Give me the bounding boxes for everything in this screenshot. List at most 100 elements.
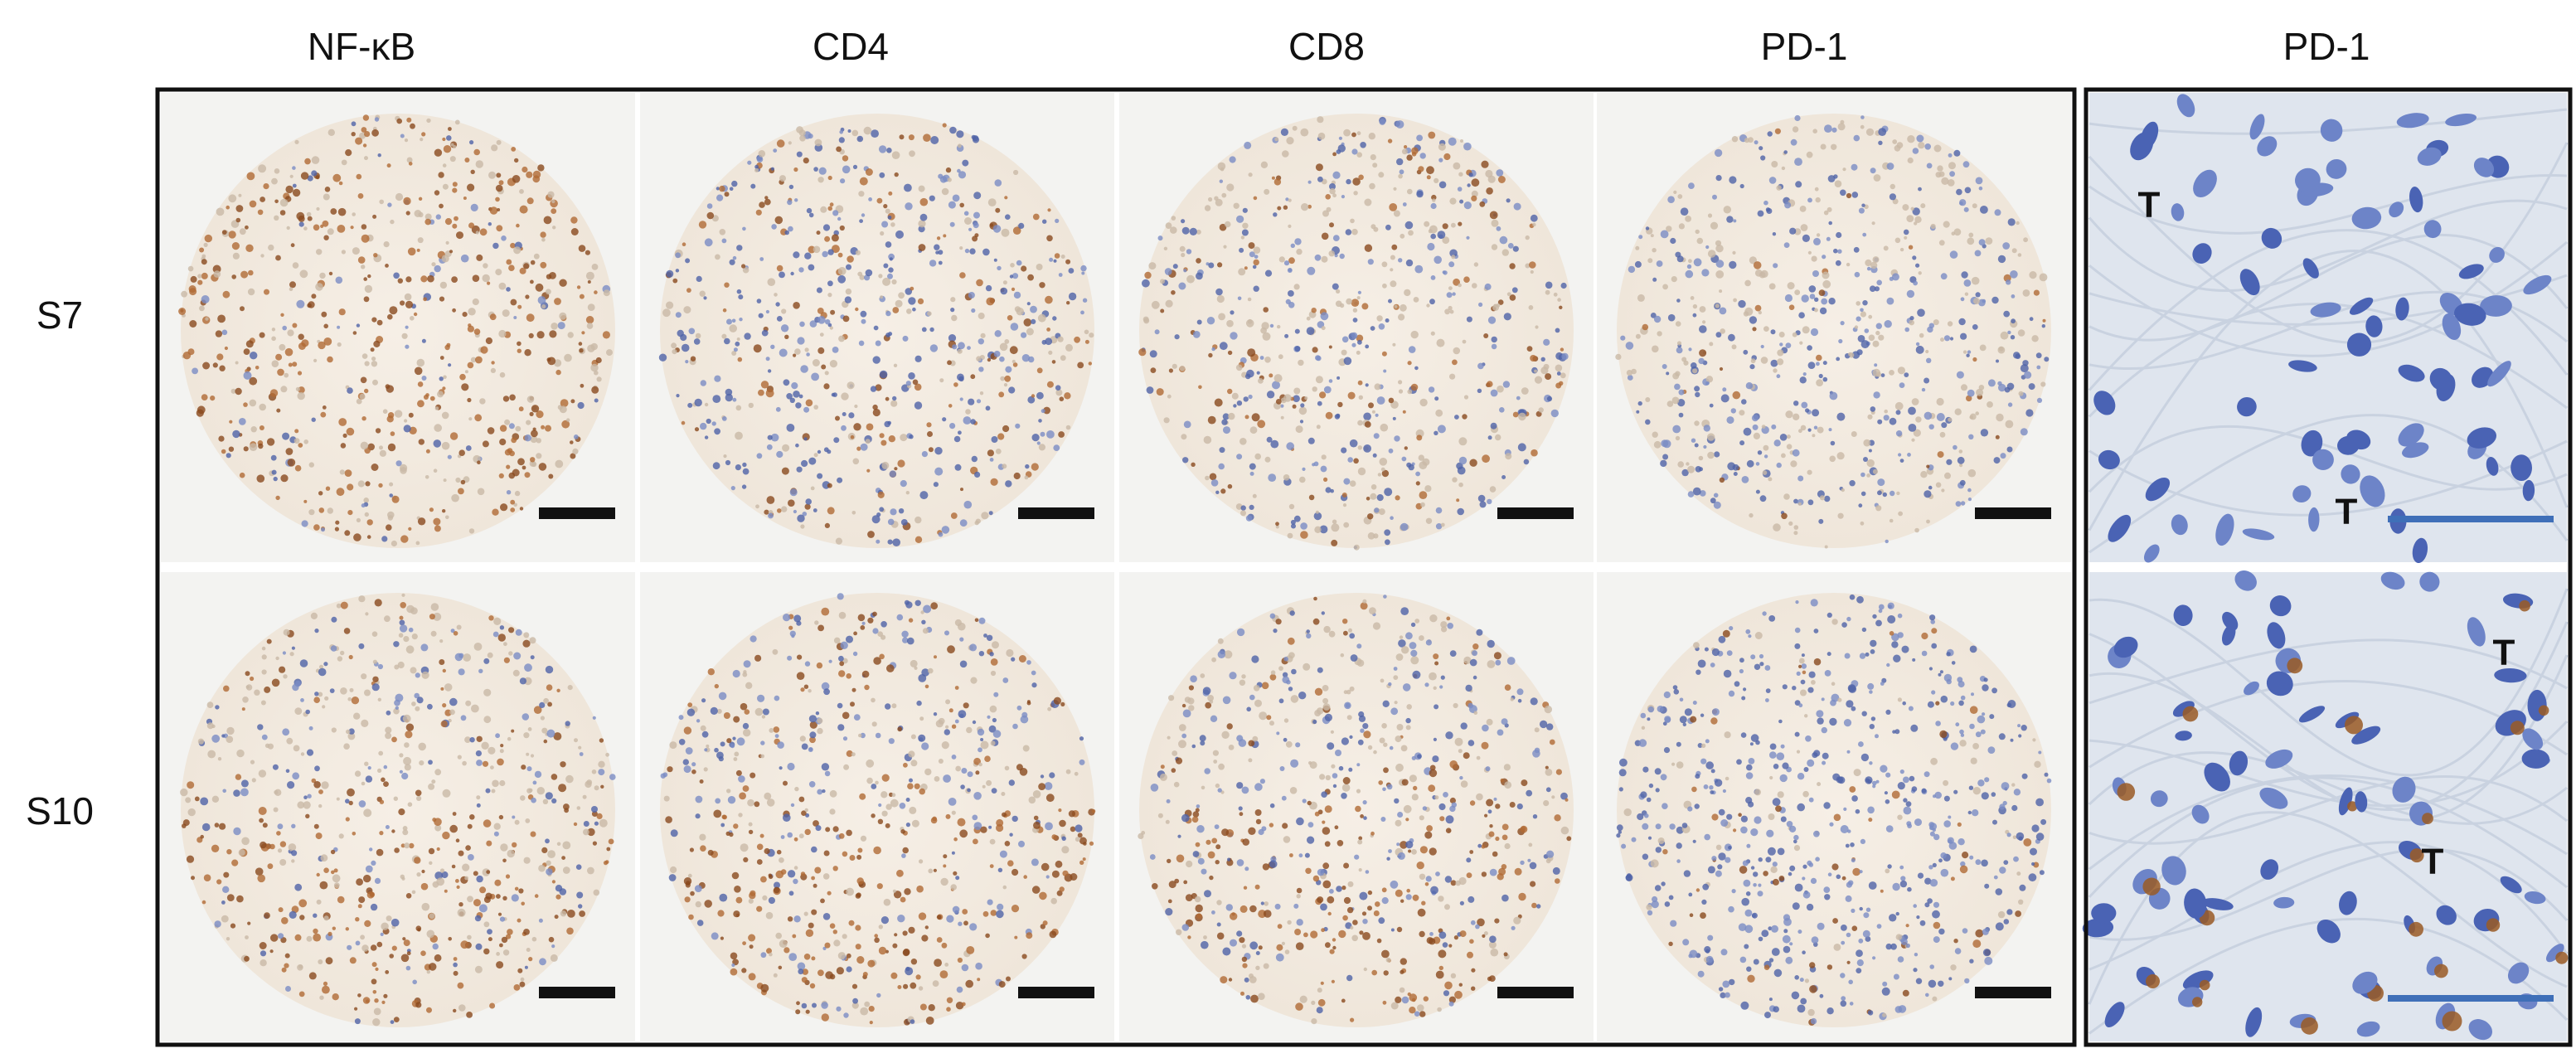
cell bbox=[956, 986, 963, 993]
cell bbox=[665, 816, 672, 823]
cell bbox=[803, 911, 808, 916]
cell bbox=[918, 674, 927, 682]
cell bbox=[606, 349, 613, 357]
cell bbox=[222, 886, 230, 894]
cell bbox=[1545, 769, 1553, 776]
cell bbox=[883, 204, 888, 209]
cell bbox=[385, 264, 389, 268]
cell bbox=[428, 963, 437, 971]
cell bbox=[1757, 450, 1763, 455]
cell bbox=[1627, 375, 1633, 381]
cell bbox=[269, 949, 274, 954]
cell bbox=[1866, 473, 1871, 478]
cell bbox=[821, 364, 827, 370]
cell bbox=[1321, 326, 1326, 331]
cell bbox=[1043, 406, 1050, 415]
cell bbox=[243, 402, 248, 407]
cell bbox=[946, 1007, 951, 1012]
cell bbox=[1322, 862, 1330, 870]
cell bbox=[460, 715, 467, 721]
cell bbox=[433, 612, 442, 621]
cell bbox=[1700, 490, 1706, 497]
cell bbox=[1229, 156, 1236, 163]
cell bbox=[546, 860, 551, 866]
cell bbox=[875, 732, 881, 739]
cell bbox=[262, 823, 268, 828]
cell bbox=[356, 173, 362, 180]
cell bbox=[1199, 735, 1206, 742]
cell bbox=[806, 352, 810, 357]
cell bbox=[301, 520, 308, 527]
cell bbox=[2011, 248, 2017, 254]
cell bbox=[455, 477, 461, 483]
cell bbox=[1381, 897, 1389, 905]
cell bbox=[1833, 248, 1838, 254]
cell bbox=[1259, 779, 1265, 784]
cell bbox=[1350, 925, 1354, 930]
cell bbox=[948, 404, 953, 408]
cell bbox=[1709, 403, 1714, 408]
cell bbox=[464, 158, 470, 163]
cell bbox=[1777, 358, 1784, 366]
cell bbox=[914, 783, 920, 789]
cell bbox=[476, 795, 481, 800]
cell bbox=[1324, 805, 1332, 813]
cell bbox=[965, 409, 971, 415]
cell bbox=[903, 949, 910, 956]
cell bbox=[963, 211, 969, 216]
cell bbox=[1926, 519, 1930, 524]
cell bbox=[348, 800, 353, 806]
cell bbox=[1045, 337, 1053, 346]
cell bbox=[1142, 279, 1150, 288]
cell bbox=[1046, 235, 1053, 242]
cell bbox=[846, 829, 852, 837]
cell bbox=[1195, 808, 1200, 813]
cell bbox=[334, 527, 339, 532]
cell bbox=[511, 894, 519, 902]
cell bbox=[1851, 351, 1860, 359]
cell bbox=[550, 954, 558, 962]
cell bbox=[951, 314, 958, 322]
cell bbox=[181, 290, 188, 298]
cell bbox=[1311, 308, 1317, 313]
cell bbox=[354, 770, 361, 777]
cell bbox=[1678, 389, 1685, 396]
cell bbox=[1264, 357, 1271, 363]
cell bbox=[856, 854, 862, 860]
cell bbox=[1936, 397, 1944, 406]
cell bbox=[779, 271, 785, 279]
cell bbox=[905, 491, 910, 495]
cell bbox=[1300, 531, 1308, 539]
cell bbox=[699, 833, 706, 841]
cell bbox=[660, 773, 666, 779]
cell bbox=[517, 348, 522, 353]
cell bbox=[996, 910, 1004, 919]
cell bbox=[897, 726, 903, 732]
cell bbox=[670, 866, 677, 874]
cell bbox=[341, 250, 346, 255]
cell bbox=[405, 731, 413, 739]
cell bbox=[1914, 221, 1918, 226]
cell bbox=[1051, 834, 1057, 840]
cell bbox=[1175, 757, 1183, 764]
cell bbox=[1561, 352, 1569, 361]
cell bbox=[1050, 897, 1057, 905]
cell bbox=[337, 225, 346, 233]
cell bbox=[387, 313, 393, 320]
cell bbox=[561, 420, 570, 429]
cell bbox=[1783, 493, 1790, 500]
cell bbox=[1875, 505, 1882, 512]
cell bbox=[1794, 158, 1802, 167]
cell bbox=[1676, 761, 1684, 769]
cell bbox=[1783, 150, 1788, 154]
cell bbox=[1495, 659, 1501, 666]
cell bbox=[1915, 978, 1923, 984]
cell bbox=[876, 993, 881, 998]
cell bbox=[475, 943, 483, 950]
cell bbox=[1060, 255, 1065, 259]
cell bbox=[1733, 472, 1738, 476]
cell bbox=[1192, 811, 1200, 818]
cell bbox=[1390, 880, 1399, 889]
cell bbox=[415, 672, 420, 678]
cell bbox=[1400, 607, 1409, 615]
